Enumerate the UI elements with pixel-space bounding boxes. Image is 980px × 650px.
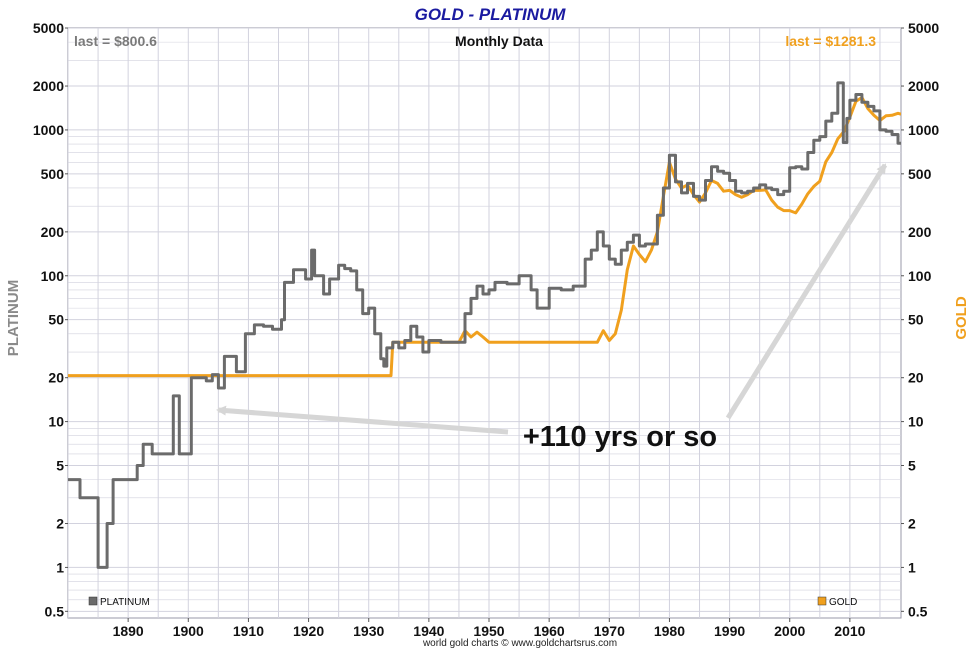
legend-platinum-swatch <box>88 596 98 606</box>
y-axis-label-left: PLATINUM <box>5 280 22 356</box>
y-tick-label-right: 20 <box>908 370 924 386</box>
y-tick-label-left: 2 <box>56 516 64 532</box>
axes: 0.5 0.5 1 1 2 2 5 5 10 10 20 20 50 50 100 100 200 200 500 5… <box>33 20 940 639</box>
y-tick-label-left: 10 <box>48 414 64 430</box>
y-tick-label-left: 5000 <box>33 20 64 36</box>
chart-title: GOLD - PLATINUM <box>415 5 567 24</box>
legend-gold-swatch <box>817 596 827 606</box>
x-tick-label: 2010 <box>834 623 865 639</box>
y-tick-label-right: 1 <box>908 559 916 575</box>
y-tick-label-left: 100 <box>41 268 65 284</box>
y-tick-label-left: 1 <box>56 559 64 575</box>
x-tick-label: 1930 <box>353 623 384 639</box>
y-axis-label-right: GOLD <box>953 296 970 339</box>
y-tick-label-left: 1000 <box>33 122 64 138</box>
legend-platinum-label: PLATINUM <box>100 597 150 608</box>
legend-gold-label: GOLD <box>829 597 857 608</box>
grid <box>68 28 901 618</box>
y-tick-label-right: 0.5 <box>908 603 928 619</box>
y-tick-label-left: 20 <box>48 370 64 386</box>
y-tick-label-left: 50 <box>48 312 64 328</box>
y-tick-label-right: 100 <box>908 268 932 284</box>
x-tick-label: 1910 <box>233 623 264 639</box>
y-tick-label-left: 200 <box>41 224 65 240</box>
y-tick-label-right: 5000 <box>908 20 939 36</box>
y-tick-label-right: 5 <box>908 457 916 473</box>
y-tick-label-left: 500 <box>41 166 65 182</box>
chart-subtitle: Monthly Data <box>455 33 543 49</box>
series-layer <box>68 81 901 569</box>
y-tick-label-left: 5 <box>56 457 64 473</box>
y-tick-label-right: 10 <box>908 414 924 430</box>
annotation-text: +110 yrs or so <box>523 421 717 453</box>
platinum-series-line <box>68 81 901 569</box>
x-tick-label: 1890 <box>113 623 144 639</box>
x-tick-label: 1970 <box>594 623 625 639</box>
annotation-arrow-right <box>725 163 888 420</box>
x-tick-label: 2000 <box>774 623 805 639</box>
x-tick-label: 1990 <box>714 623 745 639</box>
platinum-last-label: last = $800.6 <box>74 33 157 49</box>
y-tick-label-right: 1000 <box>908 122 939 138</box>
plot-area <box>67 27 902 619</box>
x-tick-label: 1920 <box>293 623 324 639</box>
legend-gold: GOLD <box>817 596 857 608</box>
x-tick-label: 1980 <box>654 623 685 639</box>
y-tick-label-left: 0.5 <box>45 603 65 619</box>
legend-platinum: PLATINUM <box>88 596 150 608</box>
x-tick-label: 1950 <box>473 623 504 639</box>
y-tick-label-left: 2000 <box>33 78 64 94</box>
y-tick-label-right: 500 <box>908 166 932 182</box>
x-tick-label: 1940 <box>413 623 444 639</box>
y-tick-label-right: 200 <box>908 224 932 240</box>
y-tick-label-right: 2000 <box>908 78 939 94</box>
source-credit: world gold charts © www.goldchartsrus.co… <box>422 638 617 649</box>
y-tick-label-right: 50 <box>908 312 924 328</box>
x-tick-label: 1900 <box>173 623 204 639</box>
annotation-arrow-left <box>216 405 509 435</box>
x-tick-label: 1960 <box>534 623 565 639</box>
gold-last-label: last = $1281.3 <box>785 33 876 49</box>
annotation-arrows <box>216 163 888 435</box>
y-tick-label-right: 2 <box>908 516 916 532</box>
